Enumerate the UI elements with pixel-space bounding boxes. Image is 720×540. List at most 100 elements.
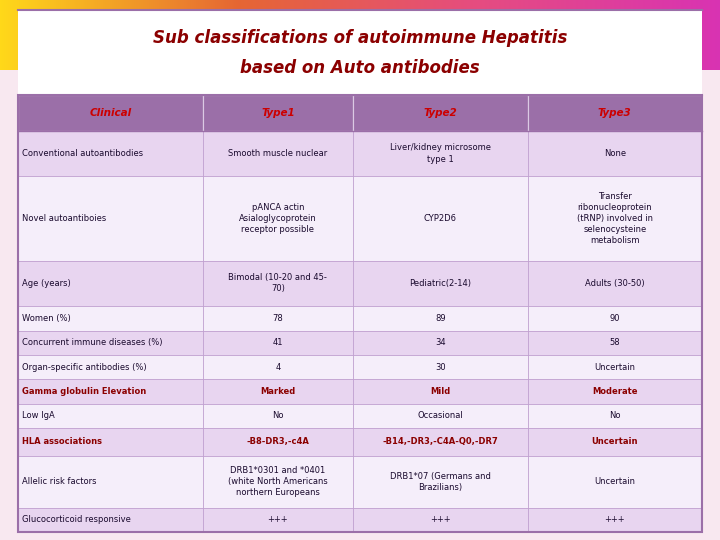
Bar (203, 355, 353, 379)
Text: 78: 78 (273, 314, 283, 323)
Bar (353, 95, 528, 131)
Text: Clinical: Clinical (89, 108, 132, 118)
Bar (353, 306, 528, 330)
Bar (528, 95, 702, 131)
Bar (528, 330, 702, 355)
Text: +++: +++ (268, 515, 288, 524)
Text: 89: 89 (435, 314, 446, 323)
Bar (353, 379, 528, 404)
Bar (18, 131, 203, 176)
Bar (18, 355, 203, 379)
Text: HLA associations: HLA associations (22, 437, 102, 447)
Text: based on Auto antibodies: based on Auto antibodies (240, 59, 480, 77)
Bar (528, 306, 702, 330)
Bar (353, 261, 528, 306)
Bar (203, 176, 353, 261)
Text: Transfer
ribonucleoprotein
(tRNP) involved in
selenocysteine
metabolism: Transfer ribonucleoprotein (tRNP) involv… (577, 192, 653, 245)
Text: CYP2D6: CYP2D6 (424, 214, 457, 223)
Text: DRB1*0301 and *0401
(white North Americans
northern Europeans: DRB1*0301 and *0401 (white North America… (228, 466, 328, 497)
Bar (203, 428, 353, 456)
Bar (203, 95, 353, 131)
Bar (203, 261, 353, 306)
Text: Glucocorticoid responsive: Glucocorticoid responsive (22, 515, 131, 524)
Text: 34: 34 (435, 338, 446, 347)
Text: Uncertain: Uncertain (592, 437, 638, 447)
Text: -B8-DR3,-c4A: -B8-DR3,-c4A (246, 437, 310, 447)
Text: Novel autoantiboies: Novel autoantiboies (22, 214, 107, 223)
Text: Allelic risk factors: Allelic risk factors (22, 477, 96, 486)
Bar (528, 176, 702, 261)
Text: Conventional autoantibodies: Conventional autoantibodies (22, 149, 143, 158)
Bar (353, 456, 528, 508)
Bar (353, 355, 528, 379)
Text: Smooth muscle nuclear: Smooth muscle nuclear (228, 149, 328, 158)
Text: Liver/kidney microsome
type 1: Liver/kidney microsome type 1 (390, 144, 491, 164)
Bar (18, 404, 203, 428)
Bar (528, 456, 702, 508)
Bar (18, 428, 203, 456)
Text: 41: 41 (273, 338, 283, 347)
Bar (18, 306, 203, 330)
Bar (528, 131, 702, 176)
Text: +++: +++ (605, 515, 625, 524)
Bar (353, 508, 528, 532)
Text: Marked: Marked (261, 387, 295, 396)
Bar (18, 261, 203, 306)
Text: Pediatric(2-14): Pediatric(2-14) (410, 279, 472, 288)
Bar (528, 261, 702, 306)
Bar (18, 508, 203, 532)
Bar (203, 379, 353, 404)
Bar (203, 508, 353, 532)
Text: 90: 90 (610, 314, 620, 323)
Bar (203, 306, 353, 330)
Bar (18, 379, 203, 404)
Text: Sub classifications of autoimmune Hepatitis: Sub classifications of autoimmune Hepati… (153, 29, 567, 47)
Text: Type1: Type1 (261, 108, 294, 118)
Bar (528, 428, 702, 456)
Bar (528, 508, 702, 532)
Text: Low IgA: Low IgA (22, 411, 55, 420)
Text: DRB1*07 (Germans and
Brazilians): DRB1*07 (Germans and Brazilians) (390, 471, 491, 492)
Bar (0, 70, 720, 540)
Bar (353, 428, 528, 456)
Text: Moderate: Moderate (592, 387, 637, 396)
Text: Women (%): Women (%) (22, 314, 71, 323)
Text: No: No (609, 411, 621, 420)
Text: Gamma globulin Elevation: Gamma globulin Elevation (22, 387, 146, 396)
Bar (203, 330, 353, 355)
Bar (203, 404, 353, 428)
Bar (528, 379, 702, 404)
Text: 30: 30 (435, 362, 446, 372)
Text: +++: +++ (430, 515, 451, 524)
Text: Bimodal (10-20 and 45-
70): Bimodal (10-20 and 45- 70) (228, 273, 328, 294)
Text: -B14,-DR3,-C4A-Q0,-DR7: -B14,-DR3,-C4A-Q0,-DR7 (382, 437, 498, 447)
Text: Concurrent immune diseases (%): Concurrent immune diseases (%) (22, 338, 163, 347)
Text: 4: 4 (275, 362, 281, 372)
Bar (528, 404, 702, 428)
Bar (18, 456, 203, 508)
Text: pANCA actin
Asialoglycoprotein
receptor possible: pANCA actin Asialoglycoprotein receptor … (239, 203, 317, 234)
Text: None: None (604, 149, 626, 158)
Text: Uncertain: Uncertain (594, 477, 635, 486)
Bar (528, 355, 702, 379)
Text: Organ-specific antibodies (%): Organ-specific antibodies (%) (22, 362, 147, 372)
Text: Mild: Mild (431, 387, 451, 396)
Bar (203, 456, 353, 508)
Text: 58: 58 (609, 338, 620, 347)
Bar (353, 176, 528, 261)
Bar (18, 176, 203, 261)
Text: Type2: Type2 (423, 108, 457, 118)
Text: Age (years): Age (years) (22, 279, 71, 288)
Text: Uncertain: Uncertain (594, 362, 635, 372)
Text: No: No (272, 411, 284, 420)
Bar (203, 131, 353, 176)
Bar (18, 95, 203, 131)
Bar (18, 95, 702, 532)
Bar (353, 404, 528, 428)
Bar (18, 330, 203, 355)
Text: Occasional: Occasional (418, 411, 463, 420)
Text: Type3: Type3 (598, 108, 631, 118)
Bar (353, 131, 528, 176)
Bar (353, 330, 528, 355)
Text: Adults (30-50): Adults (30-50) (585, 279, 644, 288)
